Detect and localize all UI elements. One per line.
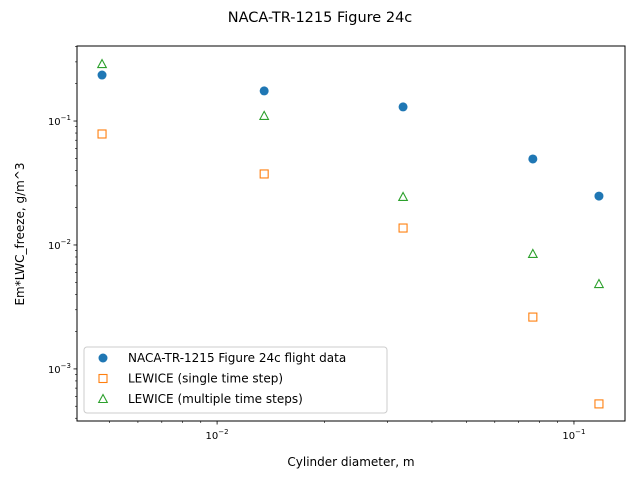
chart-title: NACA-TR-1215 Figure 24c bbox=[228, 10, 413, 26]
legend-marker bbox=[97, 393, 109, 404]
data-point-series-2 bbox=[258, 110, 270, 120]
y-tick-label: 10−2 bbox=[48, 238, 71, 252]
data-point-series-1 bbox=[398, 223, 408, 233]
data-point-series-1 bbox=[528, 312, 538, 322]
legend-marker bbox=[98, 353, 108, 363]
data-point-series-0 bbox=[398, 102, 408, 112]
data-point-series-0 bbox=[259, 86, 269, 96]
legend-marker bbox=[98, 373, 108, 384]
y-tick-label: 10−3 bbox=[48, 362, 71, 376]
legend-label: LEWICE (single time step) bbox=[128, 372, 283, 386]
data-point-series-1 bbox=[259, 169, 269, 179]
data-point-series-2 bbox=[96, 58, 108, 69]
data-point-series-2 bbox=[397, 191, 409, 202]
x-tick-label: 10−2 bbox=[206, 428, 229, 442]
plot-frame bbox=[76, 45, 626, 422]
data-point-series-1 bbox=[594, 399, 604, 409]
data-point-series-2 bbox=[593, 278, 605, 289]
data-point-series-1 bbox=[97, 129, 107, 139]
x-axis-label: Cylinder diameter, m bbox=[287, 455, 414, 469]
x-tick-label: 10−1 bbox=[562, 428, 585, 442]
data-point-series-2 bbox=[527, 248, 539, 259]
data-point-series-0 bbox=[97, 70, 107, 80]
y-axis-label: Em*LWC_freeze, g/m^3 bbox=[13, 162, 27, 305]
legend: NACA-TR-1215 Figure 24c flight data LEWIC… bbox=[83, 346, 388, 414]
legend-label: LEWICE (multiple time steps) bbox=[128, 392, 303, 406]
data-points bbox=[96, 58, 605, 409]
legend-label: NACA-TR-1215 Figure 24c flight data bbox=[128, 351, 346, 365]
axis-ticks: 10−2 10−1 10−3 10−2 10−1 bbox=[48, 46, 585, 442]
data-point-series-0 bbox=[594, 191, 604, 201]
data-point-series-0 bbox=[528, 154, 538, 164]
y-tick-label: 10−1 bbox=[48, 114, 71, 128]
legend-box bbox=[83, 346, 388, 414]
